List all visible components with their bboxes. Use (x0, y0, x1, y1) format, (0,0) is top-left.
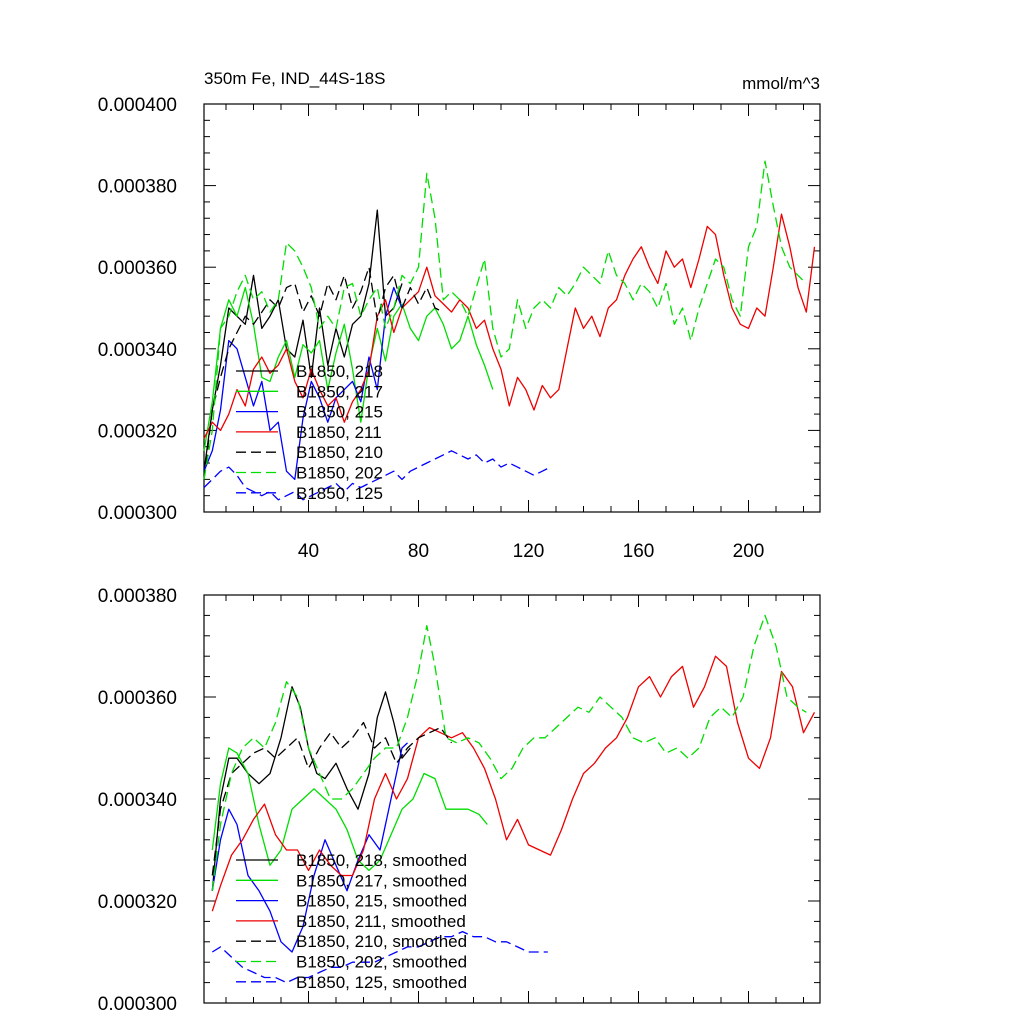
y-tick-label: 0.000400 (98, 95, 177, 116)
y-tick-label: 0.000300 (98, 994, 177, 1015)
series-line (203, 286, 494, 451)
x-tick-label: 40 (298, 541, 319, 562)
chart-title: 350m Fe, IND_44S-18S (204, 69, 385, 88)
x-tick-label: 200 (733, 541, 765, 562)
series-line (203, 450, 551, 501)
x-tick-label: 80 (408, 541, 429, 562)
bottom-panel: 0.000300 0.000320 0.000340 0.000360 0.000380… (98, 586, 821, 1015)
series-line (211, 614, 807, 891)
legend-label: B1850, 215 (296, 403, 383, 422)
y-tick-label: 0.000320 (98, 892, 177, 913)
series-line (211, 721, 453, 876)
series-line (211, 930, 548, 984)
legend-label: B1850, 211, smoothed (296, 912, 466, 931)
legend-label: B1850, 217, smoothed (296, 871, 467, 890)
y-tick-label: 0.000380 (98, 586, 177, 607)
legend-label: B1850, 218, smoothed (296, 851, 467, 870)
series-line (203, 266, 444, 480)
legend-label: B1850, 125, smoothed (296, 973, 467, 992)
legend-label: B1850, 210, smoothed (296, 932, 467, 951)
plot-frame (203, 103, 821, 513)
legend-label: B1850, 210 (296, 443, 383, 462)
top-panel: 350m Fe, IND_44S-18S mmol/m^3 0.000300 0.… (98, 69, 821, 562)
legend-label: B1850, 218 (296, 362, 383, 381)
legend-label: B1850, 125 (296, 484, 383, 503)
units-label: mmol/m^3 (742, 74, 820, 93)
legend-label: B1850, 215, smoothed (296, 892, 467, 911)
x-tick-label: 160 (623, 541, 655, 562)
legend-label: B1850, 211 (296, 423, 382, 442)
x-tick-label: 120 (513, 541, 545, 562)
y-tick-label: 0.000340 (98, 340, 177, 361)
legend-label: B1850, 202 (296, 464, 383, 483)
legend-label: B1850, 217 (296, 382, 383, 401)
y-tick-label: 0.000380 (98, 177, 177, 198)
y-tick-label: 0.000360 (98, 688, 177, 709)
series-line (203, 286, 403, 481)
y-tick-label: 0.000300 (98, 503, 177, 524)
series-line (203, 160, 807, 480)
y-tick-label: 0.000360 (98, 258, 177, 279)
y-tick-label: 0.000320 (98, 421, 177, 442)
series-line (211, 655, 816, 912)
series-line (211, 747, 488, 872)
series-line (211, 742, 408, 953)
legend-label: B1850, 202, smoothed (296, 953, 467, 972)
series-line (203, 213, 816, 439)
y-tick-label: 0.000340 (98, 790, 177, 811)
